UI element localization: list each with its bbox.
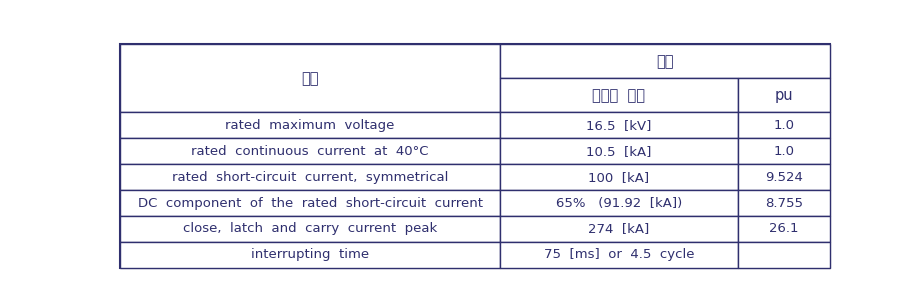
Text: 65%   (91.92  [kA]): 65% (91.92 [kA]) [556,196,682,209]
Text: 8.755: 8.755 [765,196,803,209]
Text: rated  continuous  current  at  40°C: rated continuous current at 40°C [191,145,429,158]
Text: 16.5  [kV]: 16.5 [kV] [586,119,651,132]
Bar [737,138,830,164]
Text: 75  [ms]  or  4.5  cycle: 75 [ms] or 4.5 cycle [543,248,694,261]
Text: pu: pu [775,88,793,103]
Bar [500,78,737,112]
Bar [120,44,500,112]
Text: rated  maximum  voltage: rated maximum voltage [225,119,395,132]
Bar [737,216,830,242]
Bar [500,190,737,216]
Text: DC  component  of  the  rated  short-circuit  current: DC component of the rated short-circuit … [137,196,483,209]
Bar [120,164,500,190]
Text: rated  short-circuit  current,  symmetrical: rated short-circuit current, symmetrical [172,171,448,184]
Bar [737,242,830,268]
Text: 10.5  [kA]: 10.5 [kA] [586,145,651,158]
Bar [737,112,830,138]
Text: 기능: 기능 [301,71,319,86]
Bar [737,78,830,112]
Bar [500,242,737,268]
Bar [500,164,737,190]
Text: 1.0: 1.0 [773,145,794,158]
Text: 물리적  단위: 물리적 단위 [593,88,646,103]
Text: 100  [kA]: 100 [kA] [588,171,649,184]
Bar [737,190,830,216]
Bar [500,44,830,78]
Text: 1.0: 1.0 [773,119,794,132]
Text: close,  latch  and  carry  current  peak: close, latch and carry current peak [183,222,437,236]
Text: 규격: 규격 [656,54,674,69]
Bar [500,216,737,242]
Bar [500,138,737,164]
Bar [120,242,500,268]
Bar [500,112,737,138]
Text: 274  [kA]: 274 [kA] [588,222,649,236]
Text: interrupting  time: interrupting time [251,248,369,261]
Bar [737,164,830,190]
Bar [120,138,500,164]
Text: 9.524: 9.524 [765,171,802,184]
Bar [120,216,500,242]
Bar [120,190,500,216]
Text: 26.1: 26.1 [769,222,799,236]
Bar [120,112,500,138]
